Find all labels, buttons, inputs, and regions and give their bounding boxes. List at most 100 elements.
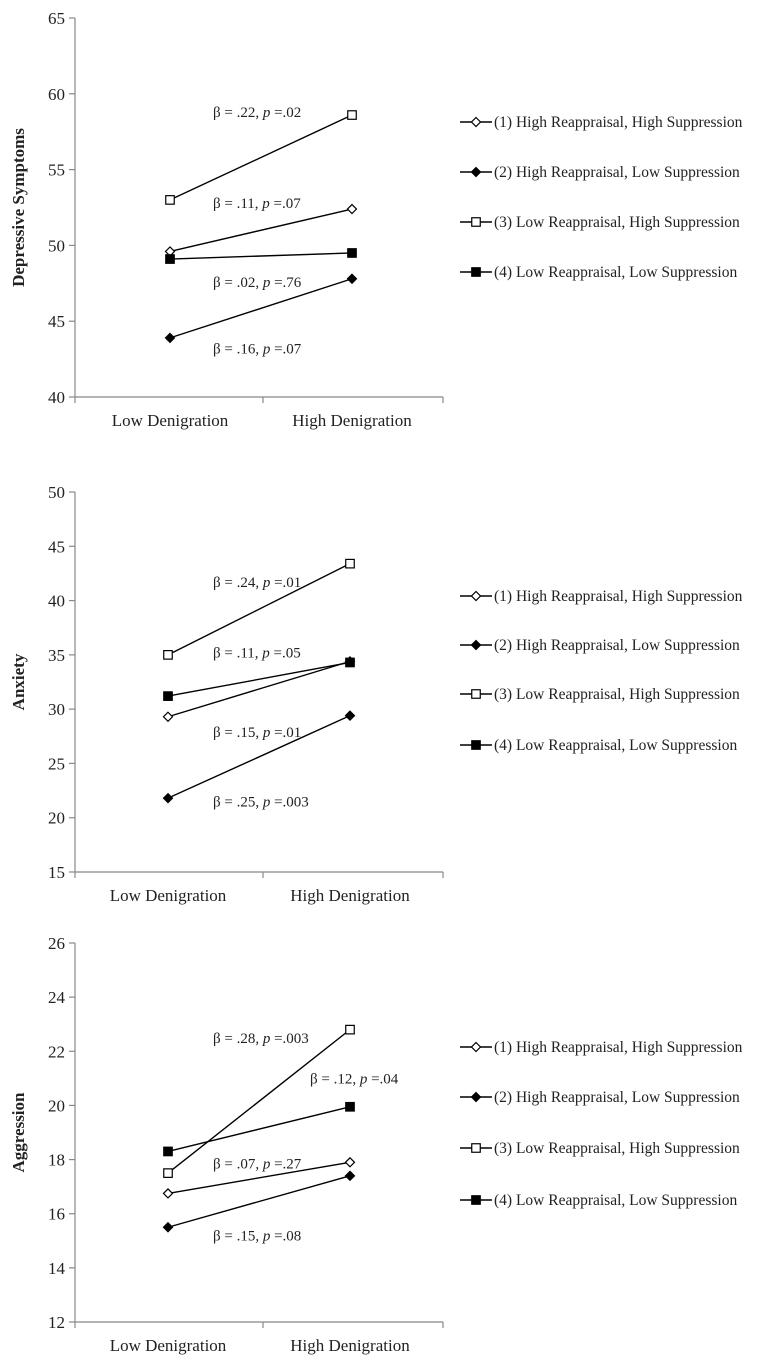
series-4 — [163, 1101, 355, 1157]
legend: (1) High Reappraisal, High Suppression (2… — [460, 1039, 743, 1209]
data-point — [344, 710, 356, 722]
series-3 — [163, 558, 355, 660]
series-line — [167, 1106, 351, 1153]
beta-annotation: β = .25, p =.003 — [213, 794, 309, 810]
y-tick-label: 45 — [48, 537, 65, 556]
y-tick-label: 25 — [48, 754, 65, 773]
legend-item: (2) High Reappraisal, Low Suppression — [460, 1089, 740, 1106]
legend-label: (1) High Reappraisal, High Suppression — [494, 114, 743, 131]
legend-marker — [470, 639, 482, 651]
data-point — [345, 657, 355, 668]
data-point — [346, 273, 358, 285]
legend-item: (1) High Reappraisal, High Suppression — [460, 588, 743, 605]
series-1 — [162, 1156, 356, 1199]
series-line — [169, 252, 353, 260]
legend-item: (4) Low Reappraisal, Low Suppression — [460, 264, 737, 281]
legend-marker — [470, 590, 482, 602]
legend-marker — [471, 217, 481, 227]
data-point — [162, 792, 174, 804]
legend-marker — [470, 166, 482, 178]
y-tick-label: 26 — [48, 934, 65, 953]
chart-panel-2: 15 20 25 30 35 40 45 50 Low Denigration High Deni… — [9, 483, 743, 905]
data-point — [162, 711, 174, 723]
legend-label: (3) Low Reappraisal, High Suppression — [494, 214, 740, 231]
beta-annotation: β = .07, p =.27 — [213, 1157, 302, 1173]
y-tick-label: 50 — [48, 483, 65, 502]
legend-item: (1) High Reappraisal, High Suppression — [460, 114, 743, 131]
legend: (1) High Reappraisal, High Suppression (2… — [460, 588, 743, 754]
legend-marker — [470, 1091, 482, 1103]
x-category-label: Low Denigration — [110, 1336, 227, 1355]
legend: (1) High Reappraisal, High Suppression (2… — [460, 114, 743, 281]
data-point — [346, 203, 358, 215]
y-tick-label: 40 — [48, 388, 65, 407]
x-category-label: Low Denigration — [112, 411, 229, 430]
data-point — [162, 1221, 174, 1233]
series-line — [169, 114, 353, 201]
legend-item: (2) High Reappraisal, Low Suppression — [460, 637, 740, 654]
legend-item: (1) High Reappraisal, High Suppression — [460, 1039, 743, 1056]
series-line — [169, 278, 353, 339]
series-line — [167, 1029, 351, 1174]
y-axis-title: Depressive Symptoms — [9, 128, 28, 287]
data-point — [164, 332, 176, 344]
y-tick-label: 40 — [48, 592, 65, 611]
y-tick-label: 15 — [48, 863, 65, 882]
beta-annotation: β = .22, p =.02 — [213, 105, 301, 121]
legend-label: (3) Low Reappraisal, High Suppression — [494, 686, 740, 703]
data-point — [347, 110, 357, 120]
beta-annotation: β = .15, p =.08 — [213, 1228, 301, 1244]
legend-item: (4) Low Reappraisal, Low Suppression — [460, 1192, 737, 1209]
x-category-label: High Denigration — [292, 411, 412, 430]
data-point — [344, 1170, 356, 1182]
y-tick-label: 18 — [48, 1151, 65, 1170]
legend-label: (4) Low Reappraisal, Low Suppression — [494, 737, 737, 754]
legend-marker — [471, 740, 481, 750]
y-tick-label: 16 — [48, 1205, 65, 1224]
legend-label: (1) High Reappraisal, High Suppression — [494, 588, 743, 605]
y-tick-label: 55 — [48, 161, 65, 180]
y-axis-title: Aggression — [9, 1092, 28, 1173]
legend-marker — [470, 116, 482, 128]
legend-marker — [470, 1041, 482, 1053]
series-4 — [165, 248, 357, 264]
legend-label: (2) High Reappraisal, Low Suppression — [494, 1089, 740, 1106]
legend-marker — [471, 1195, 481, 1205]
y-tick-label: 45 — [48, 312, 65, 331]
series-2 — [162, 1170, 356, 1233]
beta-annotation: β = .15, p =.01 — [213, 725, 301, 741]
x-category-label: High Denigration — [290, 1336, 410, 1355]
legend-item: (2) High Reappraisal, Low Suppression — [460, 164, 740, 181]
y-tick-label: 35 — [48, 646, 65, 665]
series-2 — [162, 710, 356, 804]
data-point — [165, 195, 175, 205]
series-2 — [164, 273, 358, 344]
legend-marker — [471, 1143, 481, 1153]
y-axis-title: Anxiety — [9, 653, 28, 710]
legend-marker — [471, 267, 481, 277]
beta-annotation: β = .11, p =.07 — [213, 196, 301, 212]
y-tick-label: 14 — [48, 1259, 66, 1278]
x-category-label: High Denigration — [290, 886, 410, 905]
y-tick-label: 30 — [48, 700, 65, 719]
x-category-label: Low Denigration — [110, 886, 227, 905]
beta-annotation: β = .12, p =.04 — [310, 1071, 399, 1087]
beta-annotation: β = .24, p =.01 — [213, 575, 301, 591]
series-line — [169, 208, 353, 253]
legend-item: (3) Low Reappraisal, High Suppression — [460, 214, 740, 231]
y-tick-label: 12 — [48, 1313, 65, 1332]
legend-label: (1) High Reappraisal, High Suppression — [494, 1039, 743, 1056]
data-point — [163, 650, 173, 660]
series-line — [167, 661, 351, 697]
legend-label: (2) High Reappraisal, Low Suppression — [494, 164, 740, 181]
data-point — [344, 1156, 356, 1168]
legend-item: (3) Low Reappraisal, High Suppression — [460, 1140, 740, 1157]
legend-label: (4) Low Reappraisal, Low Suppression — [494, 264, 737, 281]
legend-item: (4) Low Reappraisal, Low Suppression — [460, 737, 737, 754]
legend-item: (3) Low Reappraisal, High Suppression — [460, 686, 740, 703]
data-point — [165, 254, 175, 264]
series-line — [167, 660, 351, 718]
y-tick-label: 50 — [48, 236, 65, 255]
data-point — [345, 1101, 355, 1112]
